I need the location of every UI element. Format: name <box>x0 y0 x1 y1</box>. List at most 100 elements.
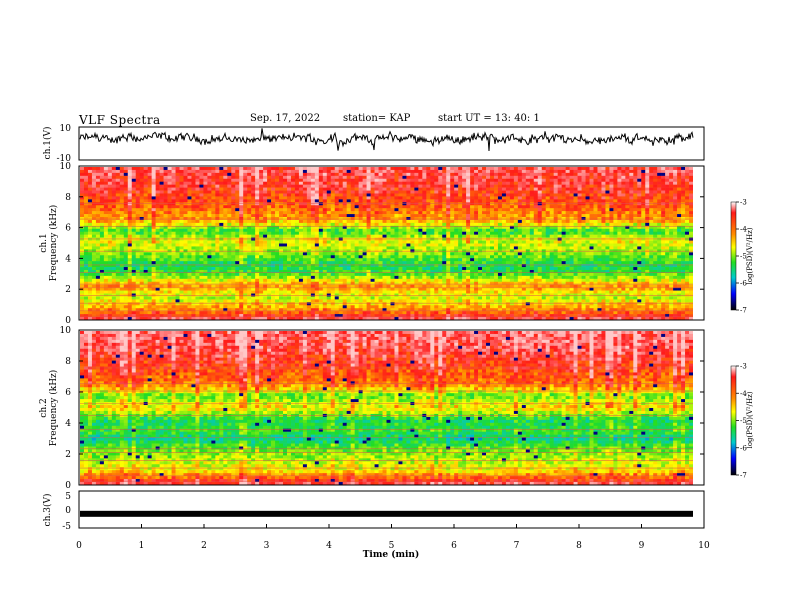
spectrogram-cell <box>290 255 296 259</box>
spectrogram-cell <box>231 169 236 174</box>
spectrogram-cell <box>482 178 487 183</box>
spectrogram-cell <box>366 237 371 241</box>
spectrogram-cell <box>171 225 176 230</box>
spectrogram-cell <box>402 219 407 224</box>
spectrogram-cell <box>263 246 268 250</box>
spectrogram-cell <box>275 261 280 265</box>
spectrogram-cell <box>330 205 336 209</box>
spectrogram-cell <box>569 255 574 259</box>
spectrogram-cell <box>418 217 423 221</box>
spectrogram-cell <box>545 167 550 171</box>
spectrogram-cell <box>517 219 523 224</box>
spectrogram-cell <box>410 196 415 200</box>
spectrogram-cell <box>370 228 375 233</box>
spectrogram-cell <box>362 246 367 250</box>
spectrogram-cell <box>565 167 570 171</box>
spectrogram-cell <box>681 169 686 174</box>
spectrogram-cell <box>310 243 316 247</box>
spectrogram-cell <box>374 205 379 209</box>
spectrogram-cell <box>346 255 351 259</box>
spectrogram-cell <box>187 190 192 194</box>
spectrogram-cell <box>251 246 256 250</box>
spectrogram-cell <box>657 234 662 238</box>
spectrogram-cell <box>314 208 320 212</box>
spectrogram-cell <box>298 211 304 215</box>
spectrogram-cell <box>251 193 256 197</box>
spectrogram-cell <box>589 196 594 200</box>
spectrogram-cell <box>370 217 375 221</box>
spectrogram-cell <box>203 258 208 262</box>
spectrogram-cell <box>681 181 686 185</box>
spectrogram-cell <box>318 217 324 221</box>
spectrogram-cell <box>247 211 252 215</box>
spectrogram-cell <box>561 181 566 185</box>
spectrogram-cell <box>521 243 527 247</box>
spectrogram-cell <box>358 169 363 174</box>
spectrogram-cell <box>183 217 188 221</box>
spectrogram-cell <box>565 214 570 218</box>
spectrogram-cell <box>493 252 499 256</box>
spectrogram-cell <box>430 193 435 197</box>
spectrogram-cell <box>681 240 686 244</box>
spectrogram-cell <box>462 228 467 233</box>
spectrogram-cell <box>143 240 148 244</box>
spectrogram-cell <box>661 258 666 262</box>
spectrogram-cell <box>593 243 598 247</box>
spectrogram-cell <box>617 237 622 241</box>
spectrogram-cell <box>298 231 304 235</box>
spectrogram-cell <box>135 237 141 241</box>
spectrogram-cell <box>215 193 220 197</box>
spectrogram-cell <box>318 169 324 174</box>
spectrogram-cell <box>577 255 582 259</box>
spectrogram-cell <box>302 252 308 256</box>
spectrogram-cell <box>338 243 344 247</box>
spectrogram-cell <box>199 184 204 188</box>
spectrogram-cell <box>641 175 646 180</box>
spectrogram-cell <box>438 178 443 183</box>
spectrogram-cell <box>350 175 355 180</box>
spectrogram-cell <box>513 231 519 235</box>
spectrogram-cell <box>203 208 208 212</box>
spectrogram-cell <box>497 181 503 185</box>
spectrogram-cell <box>171 208 176 212</box>
spectrogram-cell <box>561 196 566 200</box>
spectrogram-cell <box>641 172 646 177</box>
spectrogram-cell <box>251 167 256 171</box>
spectrogram-cell <box>366 252 371 256</box>
spectrogram-cell <box>414 243 419 247</box>
spectrogram-cell <box>330 199 336 203</box>
spectrogram-cell <box>557 172 562 177</box>
spectrogram-cell <box>446 243 451 247</box>
spectrogram-cell <box>179 237 184 241</box>
spectrogram-cell <box>103 237 109 241</box>
spectrogram-cell <box>103 222 109 227</box>
spectrogram-cell <box>561 169 566 174</box>
spectrogram-cell <box>509 237 515 241</box>
spectrogram-cell <box>318 187 324 191</box>
spectrogram-cell <box>585 231 590 235</box>
spectrogram-cell <box>223 255 228 259</box>
spectrogram-cell <box>382 225 387 230</box>
spectrogram-cell <box>581 240 586 244</box>
spectrogram-cell <box>207 237 212 241</box>
spectrogram-cell <box>187 237 192 241</box>
spectrogram-cell <box>87 234 93 238</box>
spectrogram-cell <box>127 187 133 191</box>
spectrogram-cell <box>115 205 121 209</box>
spectrogram-cell <box>573 217 578 221</box>
spectrogram-cell <box>585 243 590 247</box>
spectrogram-cell <box>183 237 188 241</box>
spectrogram-cell <box>458 190 463 194</box>
spectrogram-cell <box>406 187 411 191</box>
spectrogram-cell <box>374 225 379 230</box>
spectrogram-cell <box>402 258 407 262</box>
spectrogram-cell <box>406 219 411 224</box>
spectrogram-cell <box>541 181 547 185</box>
spectrogram-cell <box>263 255 268 259</box>
spectrogram-cell <box>545 214 550 218</box>
spectrogram-cell <box>259 193 264 197</box>
spectrogram-cell <box>653 214 658 218</box>
spectrogram-cell <box>147 196 152 200</box>
spectrogram-cell <box>501 252 507 256</box>
spectrogram-cell <box>649 214 654 218</box>
